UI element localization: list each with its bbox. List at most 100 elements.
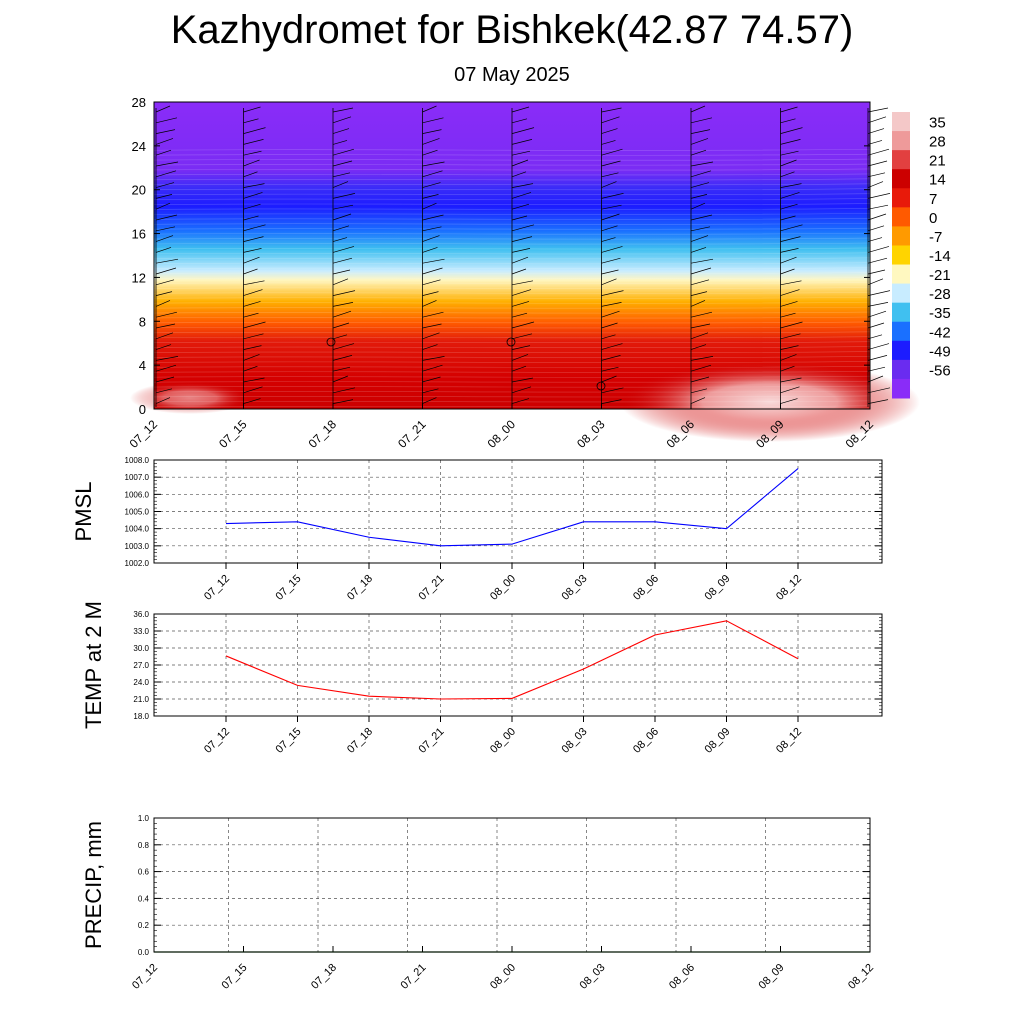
contour-line — [153, 218, 871, 220]
warm-surface-area — [620, 362, 920, 442]
wind-barb-flag — [155, 202, 171, 210]
y-tick-label: 12 — [132, 270, 146, 285]
wind-barb-flag — [511, 321, 535, 329]
y-tick-label: 36.0 — [133, 610, 149, 619]
contour-line — [153, 395, 871, 398]
wind-barb-flag — [511, 354, 529, 361]
wind-barb-flag — [780, 333, 801, 340]
colorbar-label: -28 — [929, 286, 951, 303]
wind-barb-column — [601, 107, 624, 407]
contour-line — [153, 301, 871, 304]
colorbar-label: 21 — [929, 153, 946, 170]
contour-line — [153, 168, 871, 171]
wind-barb-flag — [780, 268, 795, 275]
wind-barb-flag — [422, 311, 444, 318]
wind-barb-flag — [511, 377, 534, 383]
y-tick-label: 0 — [139, 402, 146, 417]
wind-barb-flag — [601, 128, 618, 134]
wind-barb-flag — [511, 365, 527, 372]
wind-barb-flag — [422, 279, 441, 286]
wind-barb-flag — [243, 215, 259, 221]
colorbar-label: 35 — [929, 115, 946, 132]
colorbar-swatch — [892, 359, 910, 380]
wind-barb-flag — [867, 193, 891, 199]
colorbar-label: -42 — [929, 324, 951, 341]
contour-line — [153, 346, 871, 349]
y-axis-label: TEMP at 2 M — [81, 601, 106, 729]
x-tick-label: 08_12 — [774, 573, 804, 603]
wind-barb-flag — [155, 344, 172, 350]
wind-barb-flag — [511, 159, 529, 167]
wind-barb-flag — [780, 365, 795, 372]
wind-barb-flag — [601, 366, 619, 372]
wind-barb-flag — [690, 247, 707, 253]
wind-barb-flag — [422, 291, 439, 296]
x-tick-label: 07_18 — [345, 726, 375, 756]
x-tick-label: 07_21 — [399, 962, 429, 992]
wind-barb-flag — [155, 291, 173, 296]
wind-barb-flag — [601, 290, 624, 296]
contour-line — [153, 193, 871, 196]
wind-barb-flag — [690, 323, 711, 329]
wind-barb-flag — [867, 160, 888, 167]
wind-barb-flag — [690, 117, 713, 124]
wind-barb-flag — [867, 343, 890, 350]
wind-barb-flag — [867, 148, 890, 156]
wind-barb-flag — [511, 150, 531, 156]
y-tick-label: 20 — [132, 183, 146, 198]
y-tick-label: 24 — [132, 139, 146, 154]
wind-barb-flag — [332, 225, 350, 232]
wind-barb-flag — [422, 182, 441, 188]
wind-barb-flag — [243, 268, 258, 275]
wind-barb-flag — [780, 127, 803, 134]
wind-barb-column — [690, 105, 714, 407]
wind-barb-flag — [511, 398, 530, 404]
x-tick-label: 07_12 — [127, 417, 161, 451]
wind-barb-column — [243, 106, 266, 407]
colorbar-swatch — [892, 283, 910, 304]
wind-barb-flag — [155, 267, 177, 275]
wind-barb-flag — [243, 159, 260, 167]
y-tick-label: 1004.0 — [125, 525, 150, 534]
wind-barb-flag — [601, 343, 623, 350]
contour-line — [153, 153, 871, 156]
wind-barb-flag — [155, 138, 174, 145]
contour-line — [153, 203, 871, 205]
wind-barb-flag — [155, 247, 172, 253]
chart-subtitle: 07 May 2025 — [454, 64, 570, 86]
wind-barb-flag — [155, 149, 172, 156]
wind-barb-flag — [601, 181, 617, 188]
contour-line — [153, 331, 871, 334]
x-tick-label: 07_15 — [216, 417, 250, 451]
precip-panel: 0.0 0.2 0.4 0.6 0.8 1.0 07_12 07_15 07_18 07_21 08… — [81, 814, 876, 992]
wind-barb-flag — [243, 127, 266, 134]
wind-barb-flag — [511, 203, 530, 210]
calm-wind-circle — [596, 381, 606, 391]
wind-barb-flag — [243, 312, 259, 318]
wind-barb-flag — [780, 301, 798, 307]
contour-line — [153, 356, 871, 358]
wind-barb-flag — [155, 332, 174, 340]
y-tick-label: 4 — [139, 358, 146, 373]
wind-barb-flag — [332, 204, 354, 210]
wind-barb-flag — [332, 148, 355, 156]
wind-barb-flag — [332, 140, 348, 145]
colorbar-swatch — [892, 264, 910, 285]
wind-barb-flag — [422, 226, 442, 232]
contour-line — [153, 267, 871, 270]
wind-barb-flag — [867, 366, 886, 372]
wind-barb-flag — [155, 311, 178, 318]
wind-barb-flag — [332, 399, 354, 404]
wind-barb-column — [155, 105, 179, 407]
wind-barb-flag — [867, 128, 885, 134]
cross-section-panel: 0 4 8 12 16 20 24 28 07_12 07_15 07_18 07_21 08_00 08… — [127, 95, 920, 451]
wind-barb-flag — [690, 311, 713, 318]
colorbar-label: -35 — [929, 305, 951, 322]
wind-barb-flag — [601, 148, 623, 156]
colorbar-label: -56 — [929, 362, 951, 379]
wind-barb-flag — [601, 322, 618, 329]
plot-border — [153, 613, 883, 717]
wind-barb-flag — [422, 105, 437, 113]
wind-barb-flag — [422, 170, 443, 178]
x-tick-label: 07_21 — [417, 726, 447, 756]
